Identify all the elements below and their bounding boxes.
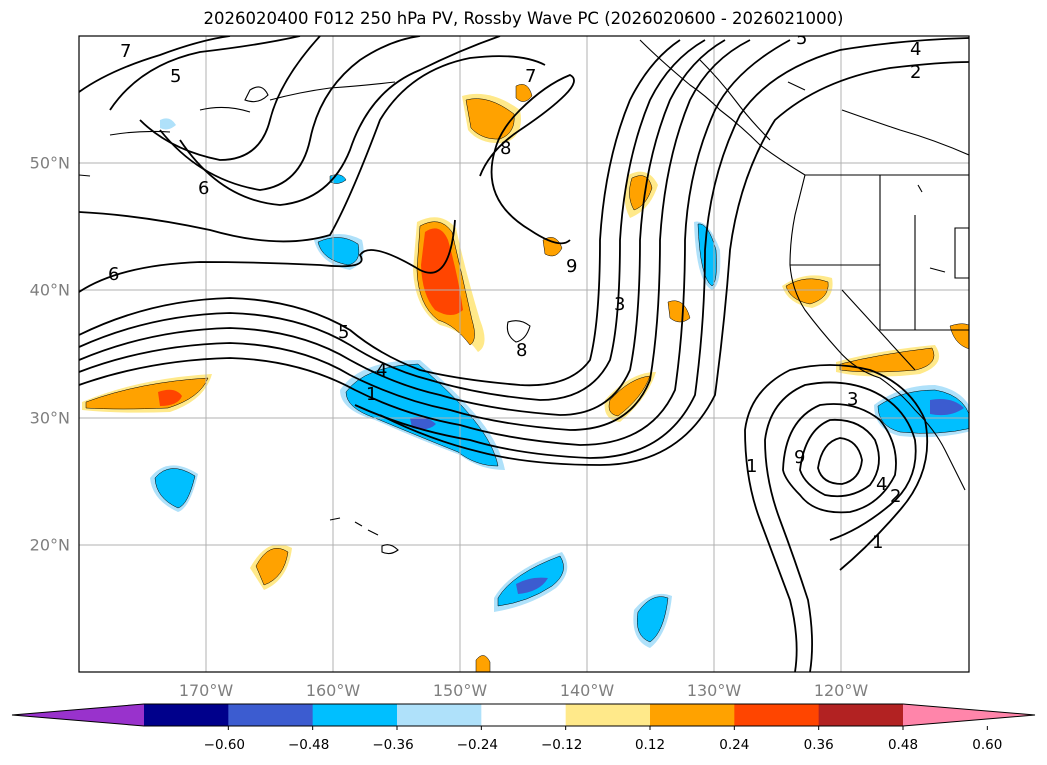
- map-title: 2026020400 F012 250 hPa PV, Rossby Wave …: [203, 9, 844, 28]
- anomaly-patch-strong-negative: [410, 416, 436, 430]
- colorbar-segment: [397, 704, 482, 726]
- colorbar-segment: [818, 704, 904, 726]
- latitude-label: 30°N: [29, 408, 70, 428]
- anomaly-patch-strong-negative: [930, 399, 964, 416]
- anomaly-patch-negative: [697, 223, 717, 287]
- contour-label: 7: [525, 66, 536, 87]
- anomaly-patch-positive: [785, 278, 829, 305]
- contour-label: 4: [910, 39, 921, 60]
- anomaly-patch-negative: [160, 118, 176, 130]
- longitude-label: 130°W: [686, 681, 742, 700]
- longitude-label: 150°W: [432, 681, 488, 700]
- colorbar-segment: [734, 704, 820, 726]
- colorbar-tick-label: 0.24: [719, 737, 750, 753]
- contour-label: 4: [876, 474, 887, 495]
- colorbar-tick-label: −0.60: [203, 737, 246, 753]
- anomaly-patch-positive: [608, 375, 651, 417]
- contour-label: 5: [170, 66, 181, 87]
- colorbar: [11, 703, 1036, 730]
- anomaly-patch-strong-positive: [421, 228, 463, 315]
- anomaly-patch-negative: [154, 468, 196, 509]
- anomaly-patch-positive: [465, 98, 515, 140]
- contour-label: 8: [500, 138, 511, 159]
- colorbar-segment: [565, 704, 651, 726]
- anomaly-patch-strong-negative: [516, 577, 548, 594]
- contour-label: 7: [120, 41, 131, 62]
- anomaly-patch-positive: [255, 548, 289, 586]
- longitude-label: 140°W: [559, 681, 615, 700]
- colorbar-segment: [228, 704, 314, 726]
- contour-label: 5: [796, 28, 807, 49]
- anomaly-patch-positive: [515, 84, 533, 102]
- contour-label: 9: [566, 256, 577, 277]
- anomaly-patch-strong-positive: [158, 389, 182, 406]
- anomaly-patch-negative: [317, 237, 360, 266]
- anomaly-patch-negative: [637, 596, 669, 643]
- colorbar-segment: [481, 704, 567, 726]
- colorbar-tick-label: 0.48: [887, 737, 919, 753]
- longitude-label: 170°W: [178, 681, 234, 700]
- longitude-label: 160°W: [305, 681, 361, 700]
- contour-label: 1: [746, 456, 757, 477]
- anomaly-patch-positive: [542, 237, 563, 257]
- contour-label: 5: [338, 322, 349, 343]
- colorbar-tick-label: 0.12: [634, 737, 666, 753]
- contour-label: 9: [794, 447, 805, 468]
- colorbar-extend-low: [12, 704, 144, 726]
- latitude-label: 40°N: [29, 280, 70, 300]
- colorbar-extend-high: [903, 704, 1035, 726]
- latitude-label: 50°N: [29, 153, 70, 173]
- latitude-label: 20°N: [29, 535, 70, 555]
- contour-label: 1: [872, 532, 883, 553]
- contour-label: 1: [366, 384, 377, 405]
- colorbar-outline: [11, 703, 1036, 727]
- colorbar-tick-label: −0.24: [456, 737, 499, 753]
- colorbar-segment: [312, 704, 398, 726]
- contour-label: 6: [108, 264, 119, 285]
- contour-label: 3: [614, 294, 625, 315]
- colorbar-tick-label: 0.36: [803, 737, 834, 753]
- pv-contours: [79, 36, 969, 672]
- anomaly-patch-positive: [475, 655, 491, 672]
- longitude-label: 120°W: [813, 681, 869, 700]
- contour-label: 8: [516, 340, 527, 361]
- colorbar-tick-label: 0.60: [972, 737, 1003, 753]
- colorbar-segment: [650, 704, 735, 726]
- pv-anomaly-shading: [82, 84, 969, 672]
- anomaly-patch-positive: [839, 347, 935, 373]
- anomaly-patch-positive: [667, 300, 691, 323]
- map-background: [79, 36, 969, 672]
- colorbar-tick-label: −0.48: [287, 737, 330, 753]
- contour-label: 4: [376, 360, 387, 381]
- graticule: [79, 36, 969, 672]
- contour-label: 2: [890, 486, 901, 507]
- contour-label: 3: [847, 389, 858, 410]
- contour-label: 2: [910, 62, 921, 83]
- contour-label: 6: [198, 178, 209, 199]
- colorbar-tick-label: −0.36: [372, 737, 414, 753]
- contour-labels: 7 5 6 6 8 7 9 3 8 5 4 1 3 9 1 4 2 1 5 4 …: [108, 28, 921, 553]
- colorbar-tick-label: −0.12: [540, 737, 583, 753]
- map-frame: [78, 35, 970, 673]
- colorbar-segment: [144, 704, 229, 726]
